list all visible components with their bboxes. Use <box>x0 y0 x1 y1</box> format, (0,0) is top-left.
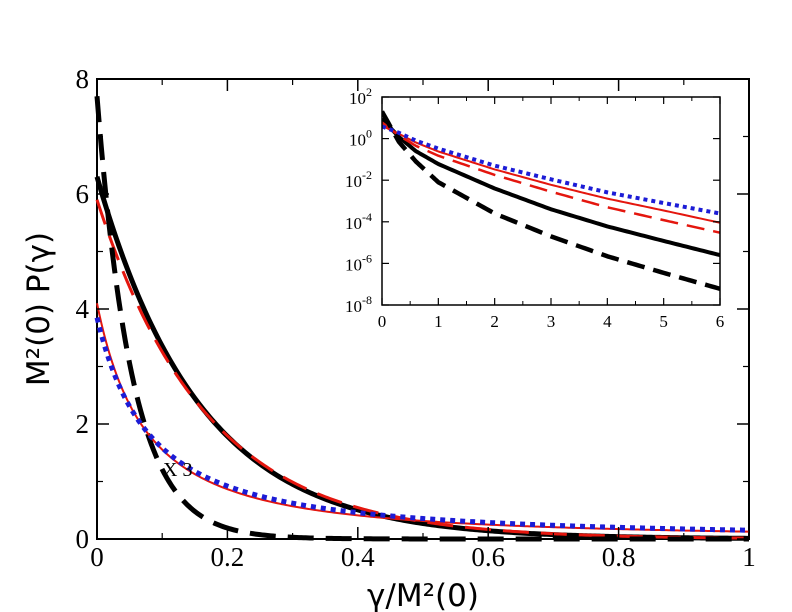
inset-series-group <box>382 110 720 291</box>
main-x-tick-label: 0.6 <box>471 542 505 572</box>
inset-series-blue-dotted <box>382 124 720 216</box>
inset-x-tick-label: 3 <box>547 312 556 331</box>
main-x-tick-label: 0.2 <box>211 542 245 572</box>
main-x-tick-label: 1 <box>742 542 756 572</box>
main-x-axis-label: γ/M²(0) <box>367 578 479 612</box>
main-y-tick-label: 8 <box>76 64 90 94</box>
inset-x-tick-label: 0 <box>378 312 387 331</box>
main-x-tick-label: 0.8 <box>602 542 636 572</box>
inset-x-tick-label: 5 <box>659 312 668 331</box>
inset-y-tick-label: 10-8 <box>345 293 372 316</box>
inset-x-tick-label: 2 <box>490 312 499 331</box>
inset-background <box>382 97 720 305</box>
inset-y-tick-label: 10-6 <box>345 251 372 274</box>
main-x-tick-label: 0.4 <box>341 542 375 572</box>
inset-x-tick-label: 1 <box>434 312 443 331</box>
inset-y-tick-label: 100 <box>349 127 372 150</box>
main-y-tick-label: 6 <box>76 179 90 209</box>
main-y-tick-label: 0 <box>76 524 90 554</box>
series-multiplier-annotation: X 3 <box>163 459 192 481</box>
inset-series-black-solid <box>382 117 720 258</box>
main-y-tick-label: 4 <box>76 294 90 324</box>
inset-ticks-group: 0 1 2 3 4 5 6 10-8 10-6 10-4 10-2 100 102 <box>345 85 724 331</box>
inset-x-tick-label: 6 <box>716 312 725 331</box>
main-series-blue-dotted <box>94 317 750 533</box>
main-x-tick-label: 0 <box>90 542 104 572</box>
inset-y-tick-label: 10-2 <box>345 168 372 191</box>
inset-y-tick-label: 102 <box>349 85 372 108</box>
inset-series-red-long-dash <box>382 121 720 234</box>
inset-y-tick-label: 10-4 <box>345 210 372 233</box>
inset-series-black-long-dash <box>382 110 720 291</box>
inset-x-tick-label: 4 <box>603 312 612 331</box>
main-y-axis-label: M²(0) P(γ) <box>21 232 57 386</box>
main-y-tick-label: 2 <box>76 409 90 439</box>
main-series-red-solid <box>96 303 750 533</box>
